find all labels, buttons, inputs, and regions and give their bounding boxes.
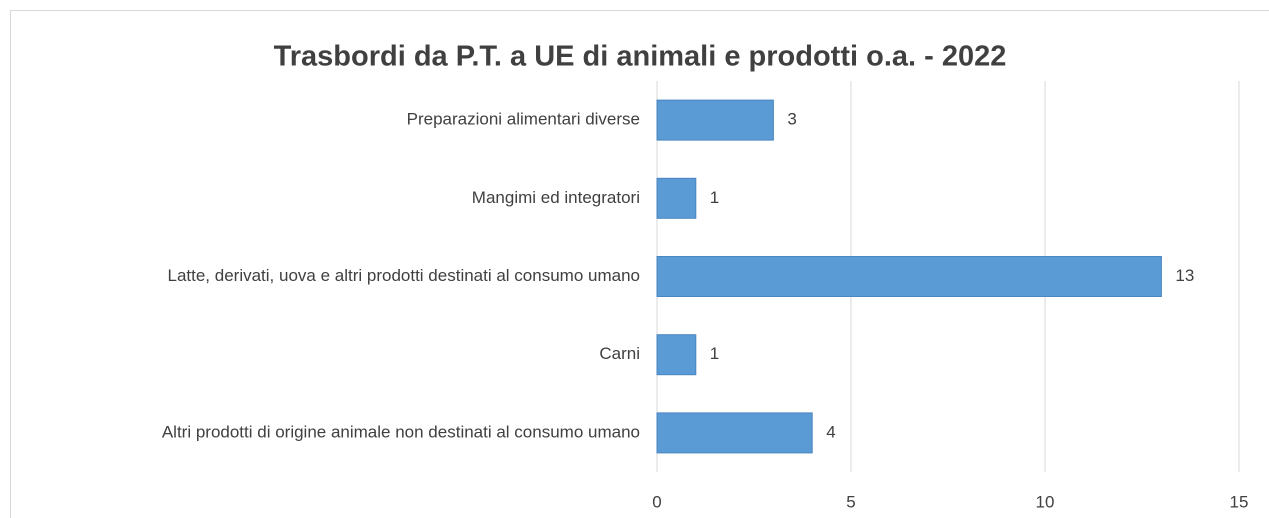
bar xyxy=(656,334,697,376)
data-label: 13 xyxy=(1175,266,1194,285)
data-label: 1 xyxy=(710,344,719,363)
y-tick-label: Mangimi ed integratori xyxy=(472,188,640,207)
bar xyxy=(656,412,813,454)
y-tick-label: Altri prodotti di origine animale non de… xyxy=(162,422,640,441)
x-tick-label: 10 xyxy=(1036,492,1055,511)
y-tick-label: Preparazioni alimentari diverse xyxy=(407,110,640,129)
data-label: 1 xyxy=(710,188,719,207)
bar xyxy=(656,99,774,141)
x-tick-label: 5 xyxy=(846,492,855,511)
data-label: 4 xyxy=(826,422,835,441)
bar xyxy=(656,256,1162,297)
x-tick-label: 15 xyxy=(1230,492,1249,511)
chart-title: Trasbordi da P.T. a UE di animali e prod… xyxy=(274,41,1007,73)
x-tick-label: 0 xyxy=(652,492,661,511)
y-tick-label: Carni xyxy=(599,344,640,363)
y-tick-label: Latte, derivati, uova e altri prodotti d… xyxy=(168,266,641,285)
bar xyxy=(656,177,697,219)
data-label: 3 xyxy=(787,110,796,129)
